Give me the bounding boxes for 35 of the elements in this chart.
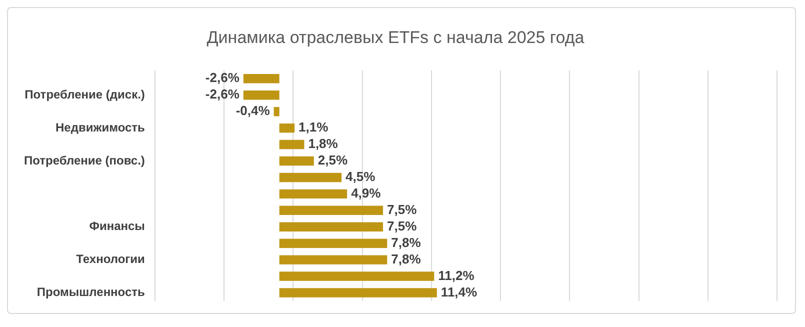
y-tick-label: Технологии bbox=[76, 252, 145, 266]
bar bbox=[274, 106, 280, 116]
y-tick-label: Промышленность bbox=[36, 285, 145, 300]
y-tick-label: Потребление (диск.) bbox=[24, 87, 145, 102]
data-label: -2,6% bbox=[205, 70, 240, 86]
bar bbox=[279, 156, 314, 166]
y-tick-label: Недвижимость bbox=[56, 120, 145, 134]
bar bbox=[243, 74, 280, 84]
data-label: 7,5% bbox=[387, 218, 418, 234]
chart-title: Динамика отраслевых ETFs с начала 2025 года bbox=[206, 28, 585, 47]
bar bbox=[279, 272, 434, 281]
data-label: 11,2% bbox=[438, 268, 475, 283]
y-tick-label: Финансы bbox=[89, 219, 145, 234]
data-label: 1,1% bbox=[298, 120, 329, 135]
data-label: 7,5% bbox=[387, 202, 418, 217]
bar bbox=[279, 206, 384, 216]
bar bbox=[243, 90, 280, 100]
data-label: 1,8% bbox=[308, 136, 338, 152]
data-label: 4,5% bbox=[346, 169, 376, 184]
data-label: 2,5% bbox=[318, 152, 348, 168]
data-label: -2,6% bbox=[205, 86, 240, 102]
bar bbox=[279, 255, 388, 264]
bar bbox=[279, 222, 384, 232]
bar bbox=[279, 140, 304, 150]
data-label: 4,9% bbox=[351, 186, 382, 201]
bar bbox=[279, 189, 348, 199]
data-label: 7,8% bbox=[391, 251, 422, 266]
bar bbox=[279, 123, 295, 133]
bar bbox=[279, 238, 388, 248]
y-tick-label: Потребление (повс.) bbox=[24, 153, 145, 168]
data-label: -0,4% bbox=[236, 103, 270, 118]
bar bbox=[279, 288, 437, 298]
data-label: 7,8% bbox=[391, 234, 422, 250]
bar bbox=[279, 172, 342, 182]
data-label: 11,4% bbox=[440, 284, 478, 300]
